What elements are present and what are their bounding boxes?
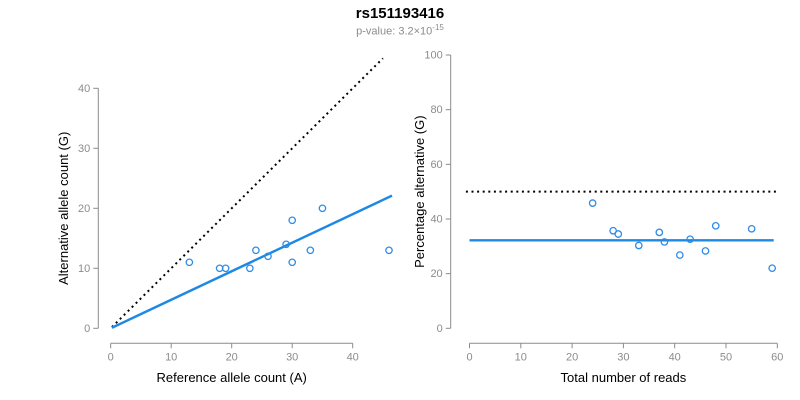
y-tick-label: 60 xyxy=(430,159,442,171)
data-point xyxy=(252,246,260,255)
data-point xyxy=(768,264,777,273)
data-point xyxy=(614,230,623,238)
data-point xyxy=(747,224,756,233)
data-point xyxy=(634,241,643,250)
data-point xyxy=(306,246,315,255)
data-point xyxy=(675,251,684,259)
x-tick-label: 30 xyxy=(617,351,629,363)
y-tick-label: 40 xyxy=(78,83,90,95)
y-tick-label: 10 xyxy=(78,263,90,275)
data-point xyxy=(288,216,297,225)
x-tick-label: 0 xyxy=(466,351,472,363)
y-axis-title: Percentage alternative (G) xyxy=(412,115,427,267)
x-tick-label: 50 xyxy=(720,351,732,363)
x-tick-label: 40 xyxy=(669,351,681,363)
x-tick-label: 30 xyxy=(286,351,298,363)
y-axis-title: Alternative allele count (G) xyxy=(56,132,71,285)
data-point xyxy=(221,264,230,273)
fit-line xyxy=(111,194,393,329)
y-tick-label: 40 xyxy=(430,213,442,225)
data-point xyxy=(588,199,597,207)
data-point xyxy=(655,228,664,237)
x-tick-label: 0 xyxy=(108,351,114,363)
x-tick-label: 10 xyxy=(165,351,177,363)
data-point xyxy=(318,204,327,213)
data-point xyxy=(686,235,694,244)
x-tick-label: 20 xyxy=(566,351,578,363)
y-tick-label: 80 xyxy=(430,104,442,116)
data-point xyxy=(246,264,254,273)
y-tick-label: 20 xyxy=(78,203,90,215)
x-tick-label: 20 xyxy=(226,351,238,363)
data-point xyxy=(282,240,290,249)
data-point xyxy=(660,238,669,246)
y-tick-label: 100 xyxy=(424,50,442,62)
x-axis-title: Total number of reads xyxy=(561,370,687,385)
data-point xyxy=(264,252,272,261)
data-point xyxy=(701,247,710,255)
x-tick-label: 40 xyxy=(347,351,359,363)
x-tick-label: 10 xyxy=(515,351,527,363)
y-tick-label: 0 xyxy=(437,323,443,335)
identity-line xyxy=(111,57,384,328)
percentage-alternative-scatter-plot: 0 20 40 60 80 100 0 10 20 30 40 50 60 Total number of… xyxy=(412,50,783,386)
data-point xyxy=(185,258,194,267)
data-point xyxy=(385,246,393,255)
x-tick-label: 60 xyxy=(771,351,783,363)
y-tick-label: 20 xyxy=(430,268,442,280)
y-tick-label: 30 xyxy=(78,143,90,155)
allele-count-scatter-plot: 0 10 20 30 40 0 10 20 30 40 Reference allele count… xyxy=(56,57,393,385)
data-point xyxy=(711,221,720,230)
y-tick-label: 0 xyxy=(84,323,90,335)
data-point xyxy=(288,258,297,267)
x-axis-title: Reference allele count (A) xyxy=(157,370,307,385)
